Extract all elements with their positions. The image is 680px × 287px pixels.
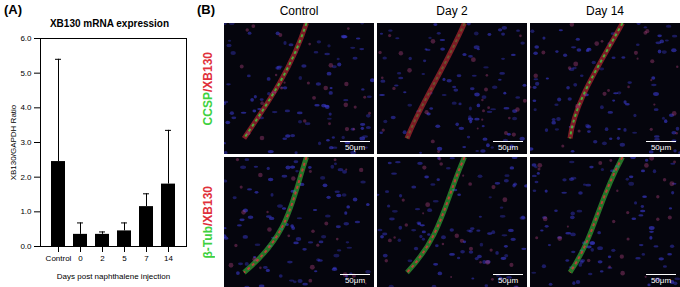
html-text:50μm: 50μm (497, 142, 519, 152)
svg-text:Control: Control (46, 254, 72, 263)
html-text:CCSP: CCSP (201, 91, 215, 125)
svg-text:7: 7 (144, 254, 149, 263)
html-text:Control: Control (279, 4, 319, 18)
svg-text:2: 2 (100, 254, 105, 263)
svg-text:0: 0 (78, 254, 83, 263)
svg-text:5: 5 (122, 254, 127, 263)
html-text:50μm: 50μm (650, 276, 672, 285)
html-text:β-Tub: β-Tub (201, 225, 215, 258)
svg-text:Days post naphthalene injectio: Days post naphthalene injection (57, 272, 170, 281)
svg-text:2.0: 2.0 (20, 173, 32, 182)
svg-text:4.0: 4.0 (20, 103, 32, 112)
html-text:Day 2: Day 2 (436, 4, 468, 18)
svg-text:14: 14 (164, 254, 173, 263)
html-text:Day 14: Day 14 (586, 4, 624, 18)
html-text:/XB130: /XB130 (201, 51, 215, 92)
svg-text:0.0: 0.0 (20, 242, 32, 251)
html-text:(B): (B) (197, 2, 215, 17)
svg-text:XB130/GAPDH Ratio: XB130/GAPDH Ratio (9, 104, 18, 180)
html-text:50μm: 50μm (497, 276, 519, 285)
html-text:50μm: 50μm (344, 276, 366, 285)
html-text:/XB130: /XB130 (201, 185, 215, 226)
html-text:XB130 mRNA expression: XB130 mRNA expression (49, 18, 170, 29)
html-text:(A): (A) (4, 2, 22, 17)
svg-text:5.0: 5.0 (20, 69, 32, 78)
svg-text:1.0: 1.0 (20, 207, 32, 216)
html-text:50μm: 50μm (650, 142, 672, 152)
html-text:50μm: 50μm (344, 142, 366, 152)
svg-text:3.0: 3.0 (20, 138, 32, 147)
svg-text:6.0: 6.0 (20, 34, 32, 43)
